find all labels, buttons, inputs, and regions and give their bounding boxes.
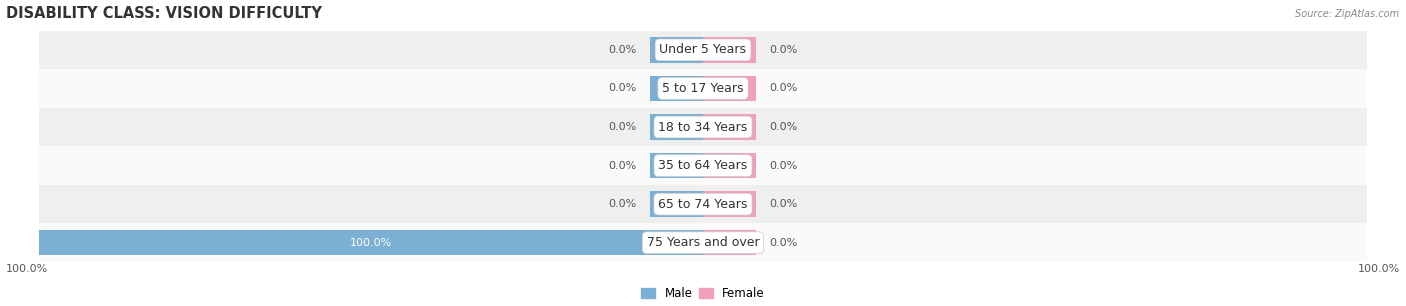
Text: 0.0%: 0.0% (769, 122, 797, 132)
Legend: Male, Female: Male, Female (641, 287, 765, 300)
Text: 0.0%: 0.0% (769, 84, 797, 93)
Bar (650, 153, 703, 178)
Bar (39, 146, 1367, 185)
Bar (650, 37, 703, 63)
Text: 0.0%: 0.0% (769, 45, 797, 55)
Bar (39, 223, 1367, 262)
Text: 0.0%: 0.0% (609, 122, 637, 132)
Bar (703, 153, 756, 178)
Text: 35 to 64 Years: 35 to 64 Years (658, 159, 748, 172)
Text: Source: ZipAtlas.com: Source: ZipAtlas.com (1295, 9, 1399, 19)
Bar (650, 114, 703, 140)
Text: 65 to 74 Years: 65 to 74 Years (658, 198, 748, 211)
Text: 0.0%: 0.0% (609, 199, 637, 209)
Bar (650, 192, 703, 217)
Bar (39, 185, 1367, 223)
Bar (703, 37, 756, 63)
Bar (39, 230, 703, 256)
Bar (703, 230, 756, 256)
Bar (39, 108, 1367, 146)
Text: 100.0%: 100.0% (350, 238, 392, 248)
Text: 5 to 17 Years: 5 to 17 Years (662, 82, 744, 95)
Text: 18 to 34 Years: 18 to 34 Years (658, 121, 748, 133)
Text: 0.0%: 0.0% (769, 238, 797, 248)
Bar (650, 76, 703, 101)
Bar (703, 192, 756, 217)
Text: 0.0%: 0.0% (609, 161, 637, 170)
Text: 0.0%: 0.0% (609, 45, 637, 55)
Text: 0.0%: 0.0% (609, 84, 637, 93)
Text: 75 Years and over: 75 Years and over (647, 236, 759, 249)
Bar (703, 114, 756, 140)
Bar (39, 31, 1367, 69)
Text: 100.0%: 100.0% (1358, 264, 1400, 274)
Text: 0.0%: 0.0% (769, 161, 797, 170)
Text: 100.0%: 100.0% (6, 264, 48, 274)
Text: Under 5 Years: Under 5 Years (659, 43, 747, 56)
Text: 0.0%: 0.0% (769, 199, 797, 209)
Bar (39, 69, 1367, 108)
Text: DISABILITY CLASS: VISION DIFFICULTY: DISABILITY CLASS: VISION DIFFICULTY (6, 6, 322, 21)
Bar (703, 76, 756, 101)
